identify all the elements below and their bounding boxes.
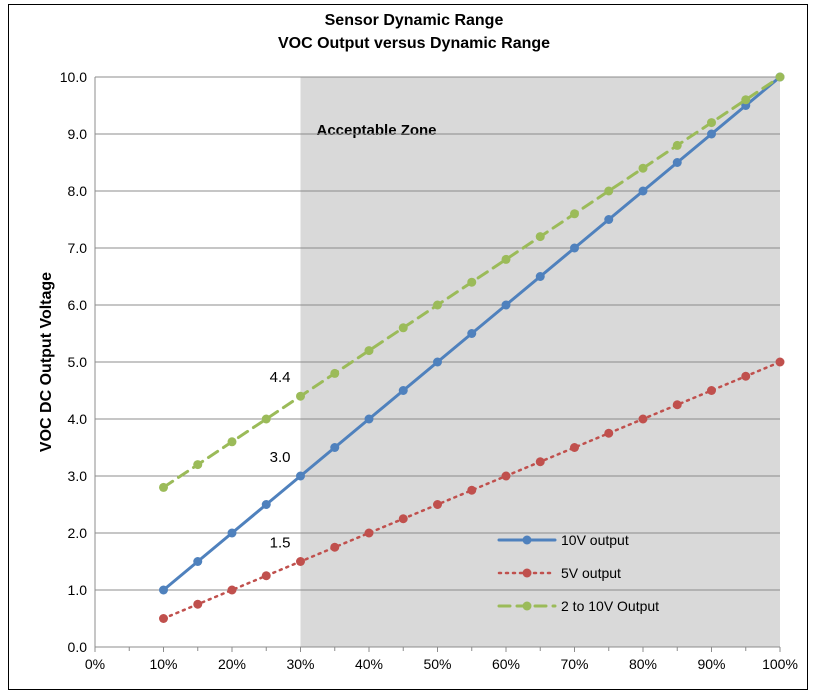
y-tick-label: 9.0 (68, 126, 88, 142)
data-point (296, 391, 305, 401)
data-point (193, 557, 203, 566)
data-point (330, 443, 340, 452)
data-point (501, 254, 511, 264)
x-tick-label: 40% (355, 656, 383, 672)
data-point (398, 386, 408, 395)
data-point (467, 485, 477, 495)
x-tick-label: 90% (697, 656, 725, 672)
annotation-label: 4.4 (270, 369, 291, 386)
y-axis-label: VOC DC Output Voltage (38, 272, 55, 452)
data-point (261, 500, 271, 509)
x-tick-label: 60% (492, 656, 520, 672)
y-tick-label: 10.0 (60, 69, 87, 85)
annotation-label: 3.0 (270, 449, 291, 466)
data-point (261, 571, 271, 581)
data-point (296, 557, 305, 566)
data-point (741, 371, 751, 381)
data-point (570, 243, 579, 253)
x-tick-label: 30% (286, 656, 314, 672)
data-point (501, 300, 511, 310)
data-point (707, 386, 716, 395)
x-tick-label: 70% (560, 656, 588, 672)
data-point (535, 232, 545, 242)
legend-label: 2 to 10V Output (561, 598, 659, 614)
data-point (501, 471, 511, 481)
data-point (193, 599, 203, 609)
y-tick-label: 6.0 (68, 297, 88, 313)
data-point (672, 400, 682, 410)
data-point (775, 72, 785, 82)
y-tick-label: 5.0 (68, 354, 88, 370)
data-point (398, 514, 408, 524)
data-point (159, 614, 168, 623)
data-point (467, 277, 477, 287)
data-point (227, 437, 237, 447)
y-tick-label: 7.0 (68, 240, 88, 256)
x-tick-label: 10% (149, 656, 177, 672)
y-tick-label: 0.0 (68, 639, 88, 655)
data-point (535, 272, 545, 281)
y-tick-label: 2.0 (68, 525, 88, 541)
data-point (433, 300, 442, 310)
x-tick-label: 80% (629, 656, 657, 672)
x-tick-label: 50% (423, 656, 451, 672)
data-point (638, 186, 648, 196)
data-point (604, 428, 614, 438)
chart-title: Sensor Dynamic Range (325, 12, 504, 29)
data-point (261, 414, 271, 424)
data-point (296, 471, 305, 481)
x-tick-label: 20% (218, 656, 246, 672)
data-point (467, 329, 477, 338)
data-point (707, 118, 716, 128)
data-point (604, 186, 614, 196)
data-point (707, 129, 716, 139)
y-tick-label: 3.0 (68, 468, 88, 484)
data-point (330, 542, 340, 552)
data-point (364, 528, 374, 538)
x-tick-label: 100% (762, 656, 798, 672)
data-point (638, 414, 648, 424)
y-tick-label: 1.0 (68, 582, 88, 598)
data-point (364, 346, 374, 356)
data-point (227, 528, 237, 538)
data-point (570, 443, 579, 452)
chart-frame: Sensor Dynamic Range VOC Output versus D… (8, 4, 808, 690)
data-point (433, 500, 442, 509)
data-point (193, 460, 203, 470)
data-point (672, 140, 682, 150)
legend-marker (522, 535, 532, 545)
data-point (330, 368, 340, 378)
legend-marker (522, 568, 532, 578)
legend-label: 10V output (561, 532, 629, 548)
data-point (638, 163, 648, 173)
data-point (672, 158, 682, 167)
data-point (535, 457, 545, 467)
legend-marker (522, 601, 532, 611)
chart-subtitle: VOC Output versus Dynamic Range (278, 35, 550, 52)
data-point (433, 357, 442, 367)
data-point (775, 357, 785, 367)
data-point (159, 585, 168, 595)
data-point (227, 585, 237, 595)
data-point (364, 414, 374, 424)
acceptable-zone-label: Acceptable Zone (317, 122, 437, 139)
annotation-label: 1.5 (270, 535, 291, 552)
data-point (159, 482, 168, 492)
data-point (570, 209, 579, 219)
data-point (604, 215, 614, 224)
x-tick-label: 0% (85, 656, 105, 672)
legend-label: 5V output (561, 565, 621, 581)
data-point (741, 95, 751, 105)
chart-svg: Sensor Dynamic Range VOC Output versus D… (38, 12, 798, 672)
y-tick-label: 4.0 (68, 411, 88, 427)
data-point (398, 323, 408, 333)
y-tick-label: 8.0 (68, 183, 88, 199)
